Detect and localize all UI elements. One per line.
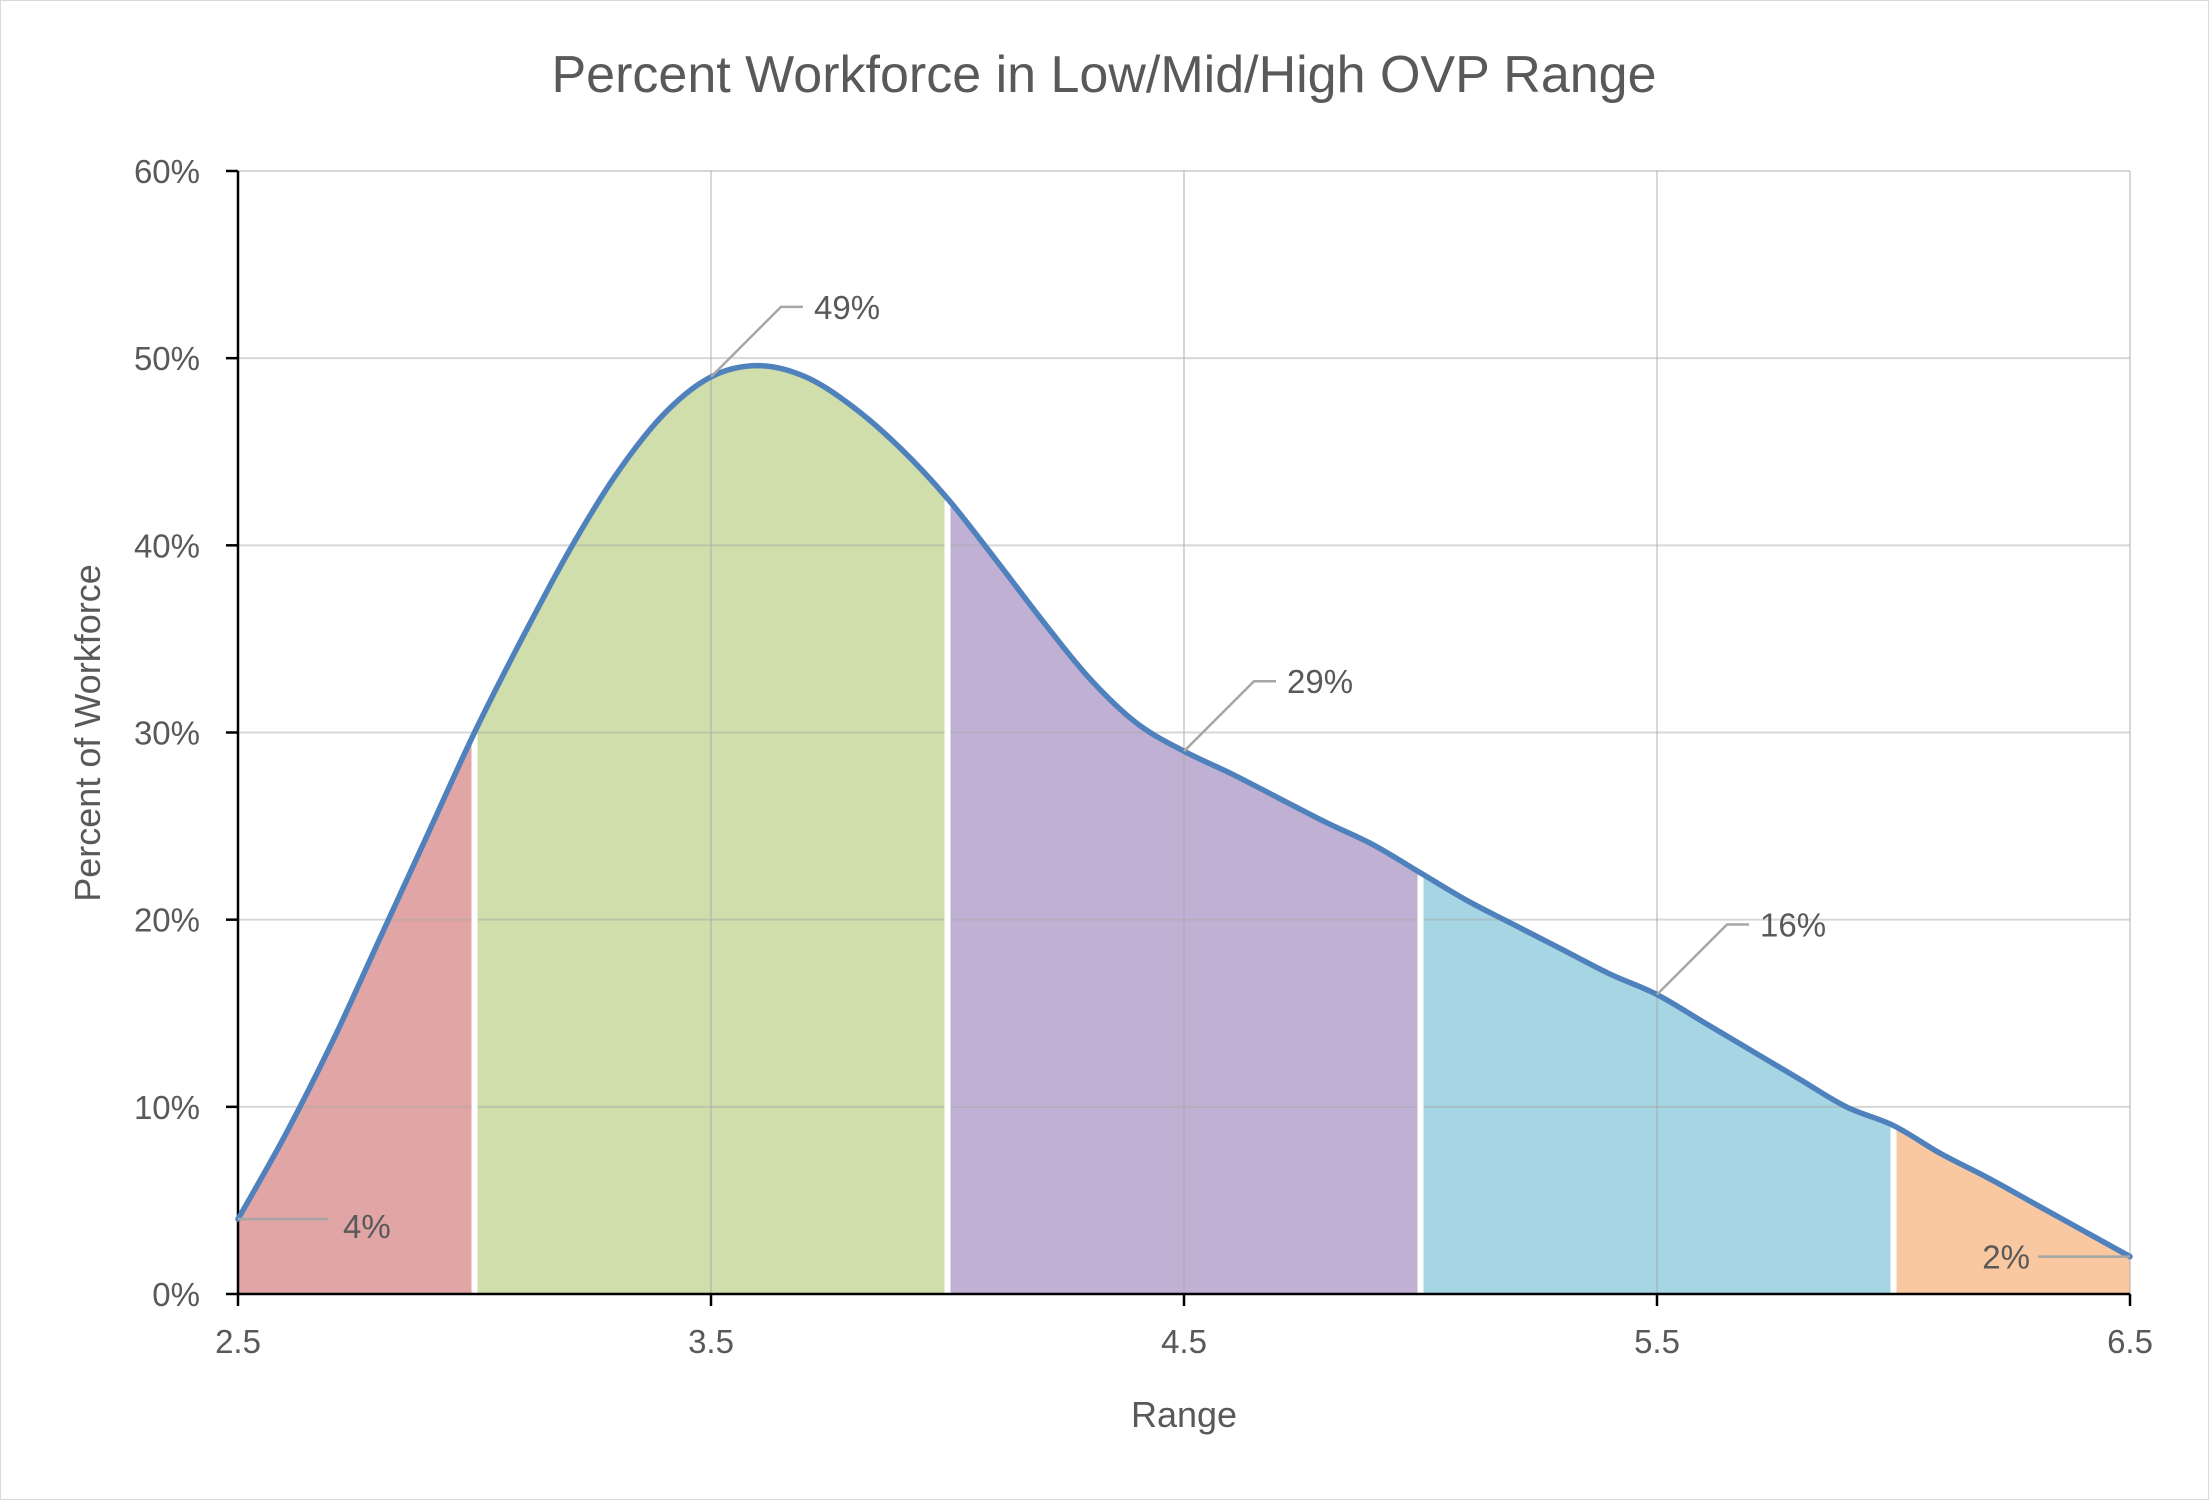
y-tick-label: 0%: [152, 1276, 200, 1313]
x-tick-label: 5.5: [1634, 1323, 1680, 1360]
region-separators: [471, 500, 1897, 1294]
x-tick-label: 6.5: [2107, 1323, 2153, 1360]
data-labels: 4% 49% 29% 16% 2%: [238, 289, 2130, 1276]
data-label: 4%: [343, 1208, 391, 1245]
y-tick-label: 30%: [134, 715, 200, 752]
y-tick-label: 10%: [134, 1089, 200, 1126]
curve-layer: [235, 362, 2133, 1260]
y-axis-label: Percent of Workforce: [67, 564, 108, 901]
y-tick-label: 60%: [134, 153, 200, 190]
data-label-leader: [1183, 679, 1276, 753]
y-tick-label: 40%: [134, 527, 200, 564]
axes: 0% 10% 20% 30% 40% 50% 60% 2.5 3.5 4.5 5.5 6.5: [134, 153, 2153, 1360]
data-label-leader: [1656, 923, 1749, 996]
region-area-2: [474, 365, 948, 1294]
gridlines: [238, 170, 2131, 1294]
regions-layer: [238, 365, 2130, 1295]
x-tick-label: 4.5: [1161, 1323, 1207, 1360]
region-area-5: [1893, 1125, 2130, 1294]
distribution-curve: [235, 362, 2133, 1260]
y-tick-label: 50%: [134, 340, 200, 377]
data-label: 49%: [814, 289, 880, 326]
data-label: 2%: [1982, 1239, 2030, 1276]
x-tick-label: 3.5: [688, 1323, 734, 1360]
y-tick-label: 20%: [134, 902, 200, 939]
data-label-leader: [710, 305, 803, 378]
chart-title: Percent Workforce in Low/Mid/High OVP Ra…: [551, 46, 1656, 104]
data-label: 29%: [1287, 663, 1353, 700]
region-area-4: [1420, 872, 1894, 1294]
region-area-3: [947, 498, 1421, 1295]
data-label: 16%: [1760, 907, 1826, 944]
x-tick-label: 2.5: [215, 1323, 261, 1360]
region-area-1: [238, 732, 475, 1294]
x-axis-label: Range: [1131, 1394, 1237, 1435]
